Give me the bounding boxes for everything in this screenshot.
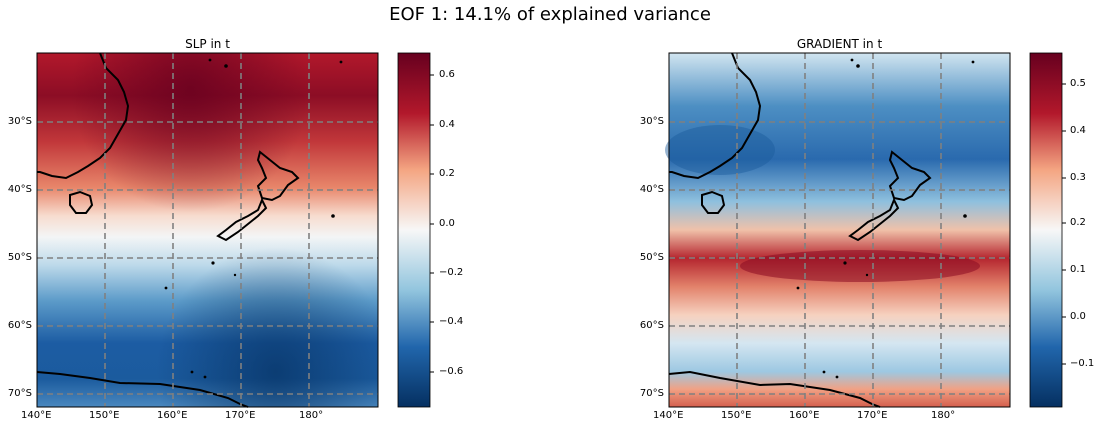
colorbar-tick-label: −0.6: [439, 366, 464, 377]
colorbar-tick-label: 0.3: [1070, 172, 1086, 183]
colorbar-tick-label: 0.2: [439, 168, 455, 179]
lon-tick-label: 180°: [931, 410, 956, 421]
colorbar-tick-label: 0.2: [1070, 217, 1086, 228]
lat-tick-label: 70°S: [7, 388, 32, 399]
gradient-colorbar: [1029, 52, 1066, 408]
lat-tick-label: 30°S: [639, 116, 664, 127]
slp-colorbar: [397, 52, 434, 408]
slp-islands: [164, 58, 343, 379]
colorbar-tick-label: 0.4: [1070, 125, 1086, 136]
panel-title-gradient: GRADIENT in t: [796, 37, 883, 51]
lon-tick-label: 160°E: [789, 410, 820, 421]
panel-title-slp: SLP in t: [185, 37, 230, 51]
lat-tick-label: 50°S: [7, 252, 32, 263]
lon-tick-label: 160°E: [157, 410, 188, 421]
gradient-frame: [668, 52, 1011, 408]
lat-tick-label: 30°S: [7, 116, 32, 127]
colorbar-tick-label: 0.0: [439, 218, 455, 229]
lon-tick-label: 170°E: [225, 410, 256, 421]
slp-gridlines: [37, 53, 378, 407]
figure-title: EOF 1: 14.1% of explained variance: [389, 4, 711, 25]
colorbar-tick-label: 0.6: [439, 69, 455, 80]
lon-tick-label: 150°E: [89, 410, 120, 421]
gradient-min-region: [665, 125, 775, 175]
colorbar-tick-label: −0.4: [439, 316, 464, 327]
gradient-field: [669, 53, 1010, 407]
lat-tick-label: 40°S: [7, 184, 32, 195]
gradient-gridlines: [669, 53, 1010, 407]
colorbar-tick-label: −0.2: [439, 267, 464, 278]
lat-tick-label: 60°S: [639, 320, 664, 331]
slp-low-anomaly: [37, 53, 378, 407]
colorbar-tick-label: 0.0: [1070, 311, 1086, 322]
gradient-coastlines: [668, 52, 932, 408]
lat-tick-label: 60°S: [7, 320, 32, 331]
lat-tick-label: 50°S: [639, 252, 664, 263]
colorbar-tick-label: −0.1: [1070, 358, 1095, 369]
lon-tick-label: 140°E: [653, 410, 684, 421]
lon-tick-label: 140°E: [21, 410, 52, 421]
lon-tick-label: 180°: [299, 410, 324, 421]
slp-frame: [36, 52, 379, 408]
lon-tick-label: 170°E: [857, 410, 888, 421]
colorbar-tick-label: 0.5: [1070, 78, 1086, 89]
slp-map: [36, 52, 379, 408]
lat-tick-label: 40°S: [639, 184, 664, 195]
lon-tick-label: 150°E: [721, 410, 752, 421]
lat-tick-label: 70°S: [639, 388, 664, 399]
gradient-islands: [796, 58, 975, 379]
slp-coastlines: [36, 52, 300, 408]
gradient-max-band: [740, 250, 980, 282]
colorbar-tick-label: 0.4: [439, 119, 455, 130]
colorbar-tick-label: 0.1: [1070, 264, 1086, 275]
gradient-map: [665, 52, 1011, 408]
